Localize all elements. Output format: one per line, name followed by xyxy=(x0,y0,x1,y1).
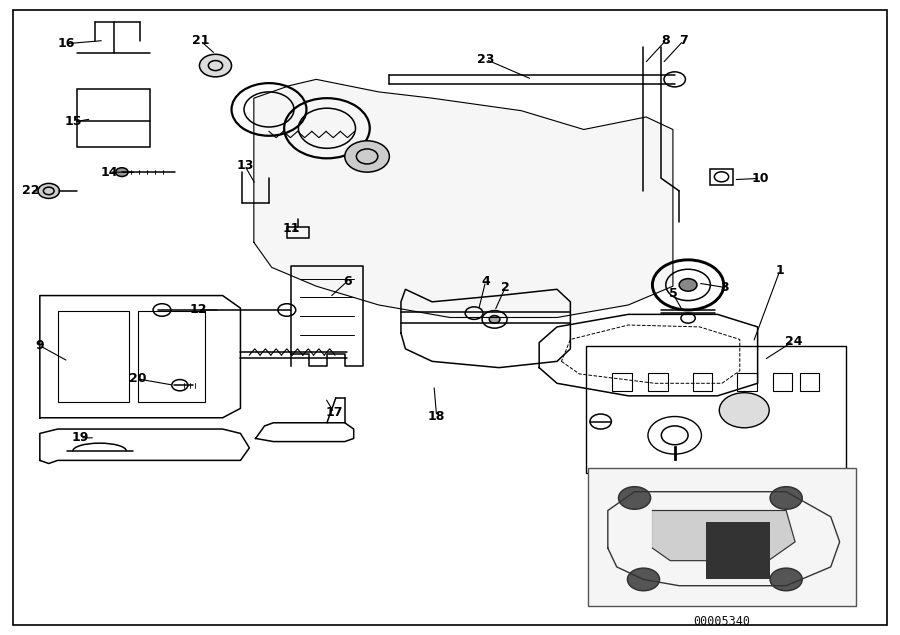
Text: 17: 17 xyxy=(325,406,343,419)
Text: 20: 20 xyxy=(130,372,147,385)
Text: 18: 18 xyxy=(428,410,446,423)
Bar xyxy=(138,311,205,402)
Text: 3: 3 xyxy=(720,281,729,294)
Text: 19: 19 xyxy=(71,431,88,444)
Text: 16: 16 xyxy=(58,37,76,50)
Bar xyxy=(648,373,668,391)
Text: 4: 4 xyxy=(482,275,490,288)
Bar xyxy=(710,169,733,185)
Circle shape xyxy=(627,568,660,591)
Text: 14: 14 xyxy=(101,166,118,178)
Text: 24: 24 xyxy=(785,335,802,348)
Text: 15: 15 xyxy=(65,116,83,128)
Text: 22: 22 xyxy=(22,184,40,197)
Circle shape xyxy=(490,316,500,323)
Text: 8: 8 xyxy=(662,34,670,47)
Bar xyxy=(287,227,309,238)
Text: 7: 7 xyxy=(680,34,688,47)
Polygon shape xyxy=(652,511,795,561)
Bar xyxy=(589,468,856,606)
Bar xyxy=(77,90,150,147)
Text: 5: 5 xyxy=(669,287,678,300)
Circle shape xyxy=(345,141,390,172)
Bar xyxy=(58,311,129,402)
Text: 6: 6 xyxy=(343,275,352,288)
Bar xyxy=(706,522,770,580)
Bar xyxy=(799,373,819,391)
Bar xyxy=(737,373,757,391)
Text: 23: 23 xyxy=(477,53,494,66)
Bar xyxy=(612,373,632,391)
Text: 00005340: 00005340 xyxy=(694,615,751,628)
Circle shape xyxy=(770,486,802,509)
Circle shape xyxy=(719,392,770,428)
Polygon shape xyxy=(254,79,673,318)
Text: 9: 9 xyxy=(35,339,44,352)
Text: 11: 11 xyxy=(283,222,300,235)
Circle shape xyxy=(200,55,231,77)
Text: 2: 2 xyxy=(501,281,509,294)
Circle shape xyxy=(618,486,651,509)
Text: 12: 12 xyxy=(190,304,207,316)
Circle shape xyxy=(115,168,128,177)
Bar xyxy=(773,373,792,391)
Text: 10: 10 xyxy=(752,172,769,185)
Bar xyxy=(692,373,712,391)
Circle shape xyxy=(680,279,697,291)
Text: 21: 21 xyxy=(192,34,209,47)
Text: 13: 13 xyxy=(236,159,254,172)
Circle shape xyxy=(38,184,59,198)
Bar xyxy=(586,346,846,473)
Text: 1: 1 xyxy=(776,264,784,277)
Circle shape xyxy=(770,568,802,591)
